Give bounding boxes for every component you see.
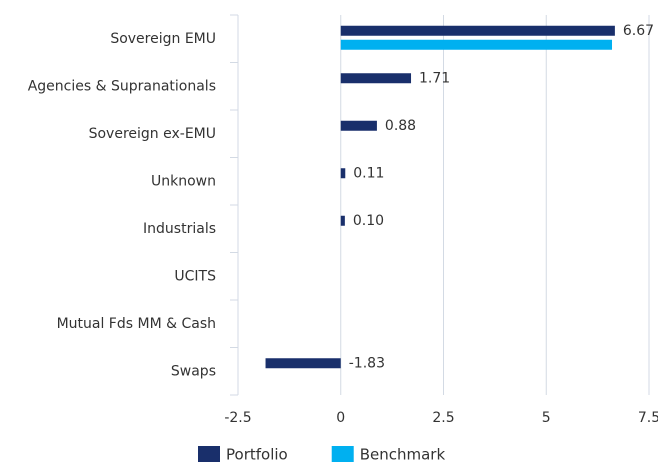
data-label: 1.71 [419,70,450,86]
x-tick-label: 7.5 [638,410,658,426]
legend-label: Benchmark [360,446,446,464]
bar [340,215,345,226]
x-tick-label: 0 [336,410,345,426]
bar [265,358,341,369]
legend-swatch [198,446,220,462]
x-tick-label: 2.5 [432,410,454,426]
y-tick-label: Swaps [171,363,216,379]
y-tick-label: UCITS [174,268,216,284]
bar [340,25,615,36]
y-tick-label: Agencies & Supranationals [28,78,216,94]
bar [340,168,346,179]
y-tick-label: Industrials [143,221,216,237]
legend-swatch [331,446,354,462]
y-tick-label: Unknown [151,173,216,189]
data-label: 0.88 [385,118,416,134]
x-tick-label: -2.5 [224,410,251,426]
y-tick-label: Mutual Fds MM & Cash [57,316,216,332]
bar [340,39,613,50]
bar [340,120,377,131]
y-tick-label: Sovereign EMU [110,31,216,47]
y-tick-label: Sovereign ex-EMU [89,126,216,142]
data-label: -1.83 [349,355,385,371]
legend-label: Portfolio [226,446,288,464]
data-label: 6.67 [623,23,654,39]
x-tick-label: 5 [542,410,551,426]
data-label: 0.11 [353,165,384,181]
data-label: 0.10 [353,213,384,229]
bar [340,73,412,84]
